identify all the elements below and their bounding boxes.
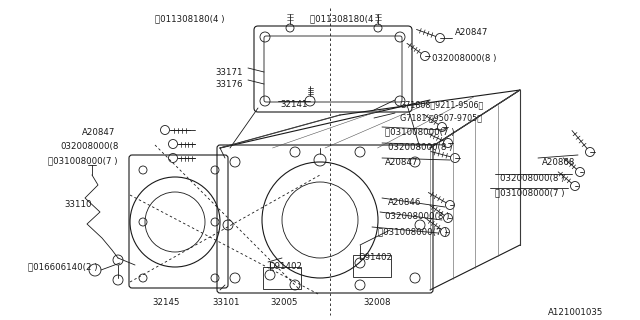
Text: 032008000(8: 032008000(8 — [60, 142, 118, 151]
Text: A121001035: A121001035 — [548, 308, 604, 317]
Text: D91402: D91402 — [358, 253, 392, 262]
Text: 32145: 32145 — [152, 298, 179, 307]
Text: 33101: 33101 — [212, 298, 239, 307]
Text: A20847: A20847 — [455, 28, 488, 37]
Text: 032008000(8 ): 032008000(8 ) — [388, 143, 452, 152]
Text: G71808（9211-9506）: G71808（9211-9506） — [400, 100, 484, 109]
Text: 032008000(8 ): 032008000(8 ) — [500, 174, 564, 183]
Text: A20847: A20847 — [385, 158, 419, 167]
Text: A20847: A20847 — [82, 128, 115, 137]
Text: 33171: 33171 — [215, 68, 243, 77]
Text: D91402: D91402 — [268, 262, 302, 271]
Text: 33176: 33176 — [215, 80, 243, 89]
Text: 32005: 32005 — [270, 298, 298, 307]
Text: 33110: 33110 — [64, 200, 92, 209]
Text: G7181 （9507-9705）: G7181 （9507-9705） — [400, 113, 482, 122]
Text: 32008: 32008 — [363, 298, 390, 307]
Text: ⒲011308180(4 ): ⒲011308180(4 ) — [155, 14, 225, 23]
Text: 032008000(8 ): 032008000(8 ) — [385, 212, 449, 221]
Text: A20808: A20808 — [542, 158, 575, 167]
Text: Ⓜ031008000(7 ): Ⓜ031008000(7 ) — [495, 188, 564, 197]
Text: Ⓜ031008000(7 ): Ⓜ031008000(7 ) — [378, 227, 447, 236]
Text: 032008000(8 ): 032008000(8 ) — [432, 54, 497, 63]
Text: Ⓜ031008000(7 ): Ⓜ031008000(7 ) — [48, 156, 118, 165]
Text: A20846: A20846 — [388, 198, 421, 207]
Text: ⒲016606140(2 ): ⒲016606140(2 ) — [28, 262, 97, 271]
Text: Ⓜ031008000(7 ): Ⓜ031008000(7 ) — [385, 127, 454, 136]
Text: ⒲011308180(4 ): ⒲011308180(4 ) — [310, 14, 380, 23]
Text: 32141: 32141 — [280, 100, 307, 109]
